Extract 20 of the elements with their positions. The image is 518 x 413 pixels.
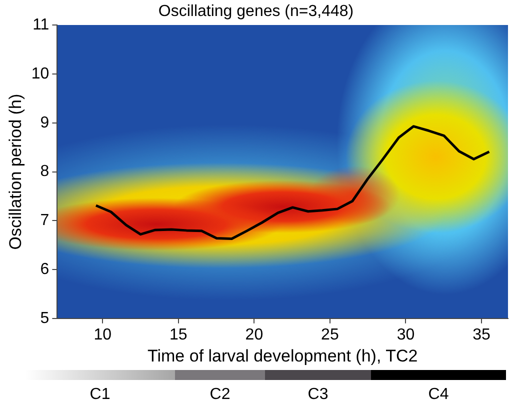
- y-axis-title: Oscillation period (h): [6, 94, 25, 250]
- text: C4: [428, 386, 449, 403]
- x-axis-title: Time of larval development (h), TC2: [147, 346, 418, 366]
- y-tick-label: 11: [32, 16, 50, 34]
- text: C2: [210, 386, 230, 403]
- text: C1: [90, 386, 110, 403]
- y-tick-label: 8: [40, 163, 50, 180]
- y-tick-label: 5: [40, 310, 50, 327]
- y-tick-label: 7: [40, 212, 50, 230]
- x-tick-label: 15: [170, 326, 188, 344]
- y-tick-label: 10: [31, 65, 50, 82]
- x-tick-label: 30: [396, 326, 415, 344]
- text: C3: [308, 386, 328, 403]
- x-tick-label: 25: [321, 326, 339, 344]
- y-tick-label: 9: [40, 114, 50, 132]
- x-tick-label: 35: [472, 326, 490, 344]
- y-tick-label: 6: [40, 260, 50, 278]
- x-tick-label: 20: [245, 326, 264, 344]
- chart-title: Oscillating genes (n=3,448): [158, 3, 354, 20]
- x-tick-label: 10: [94, 326, 112, 344]
